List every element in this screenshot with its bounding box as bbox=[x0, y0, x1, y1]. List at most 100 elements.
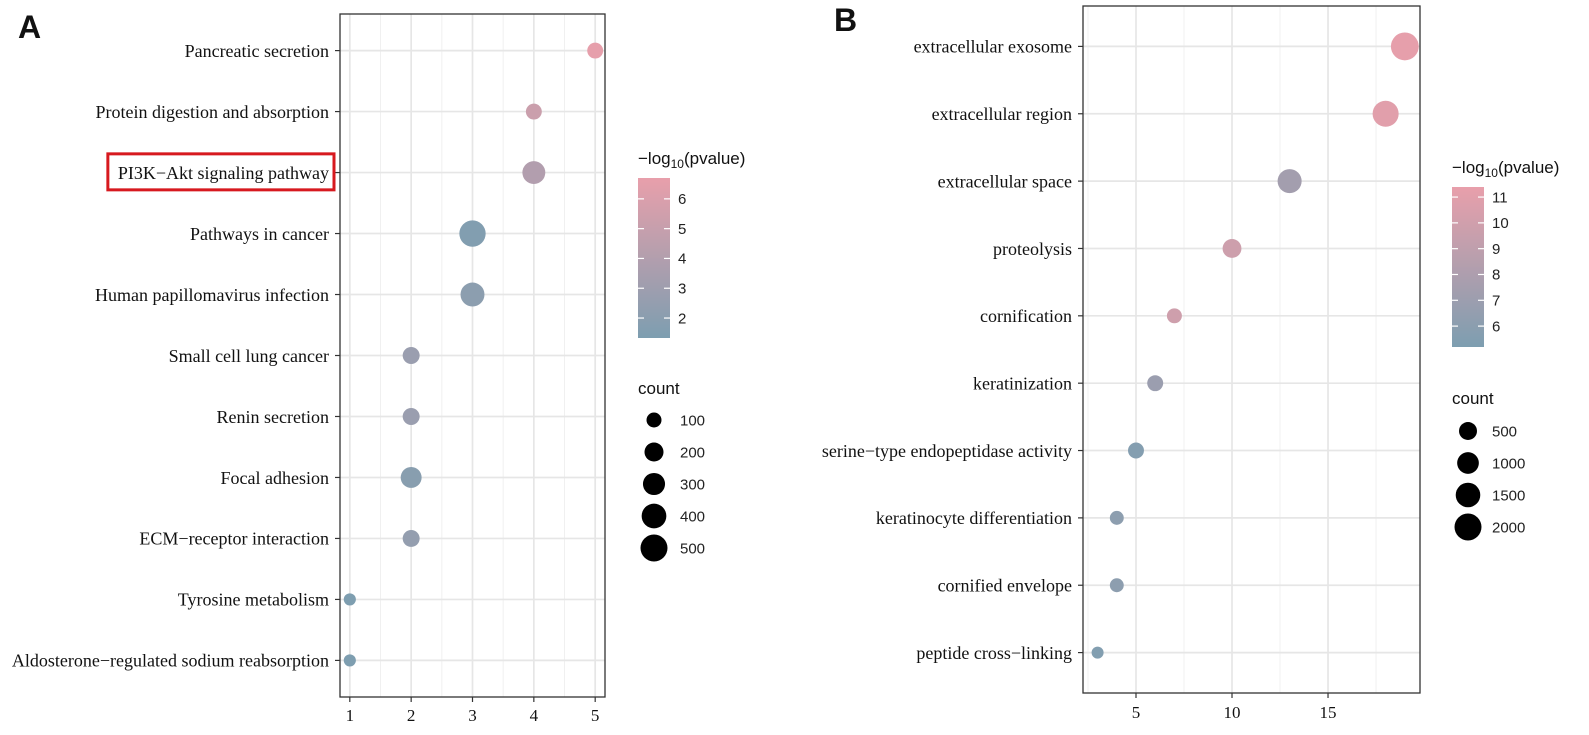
colorbar-segment bbox=[638, 324, 670, 325]
panel-label: B bbox=[834, 2, 857, 38]
colorbar-segment bbox=[1452, 318, 1484, 319]
colorbar-segment bbox=[1452, 331, 1484, 332]
point-peptide-cross-linking bbox=[1091, 646, 1104, 659]
colorbar-segment bbox=[1452, 273, 1484, 274]
colorbar-segment bbox=[638, 299, 670, 300]
colorbar-tick-label: 9 bbox=[1492, 241, 1500, 258]
colorbar-segment bbox=[1452, 338, 1484, 339]
colorbar-segment bbox=[638, 178, 670, 179]
colorbar-segment bbox=[1452, 260, 1484, 261]
category-label: Small cell lung cancer bbox=[169, 346, 329, 366]
colorbar-segment bbox=[638, 227, 670, 228]
colorbar-segment bbox=[1452, 277, 1484, 278]
colorbar-segment bbox=[638, 295, 670, 296]
colorbar-segment bbox=[638, 337, 670, 338]
category-label: serine−type endopeptidase activity bbox=[822, 441, 1072, 461]
colorbar-segment bbox=[638, 285, 670, 286]
chart-panel-a: A Pancreatic secretion Protein digestion a… bbox=[12, 9, 745, 725]
colorbar-segment bbox=[638, 201, 670, 202]
colorbar-segment bbox=[638, 259, 670, 260]
colorbar-segment bbox=[1452, 244, 1484, 245]
colorbar-segment bbox=[1452, 310, 1484, 311]
size-legend-key bbox=[1459, 422, 1477, 440]
category-label: ECM−receptor interaction bbox=[139, 529, 329, 549]
colorbar-segment bbox=[1452, 297, 1484, 298]
colorbar-segment bbox=[638, 287, 670, 288]
colorbar-segment bbox=[1452, 218, 1484, 219]
colorbar-segment bbox=[638, 327, 670, 328]
colorbar-segment bbox=[1452, 323, 1484, 324]
colorbar-segment bbox=[638, 298, 670, 299]
category-label: keratinization bbox=[973, 373, 1072, 393]
panel-label: A bbox=[18, 9, 41, 45]
colorbar-segment bbox=[1452, 226, 1484, 227]
colorbar-segment bbox=[638, 220, 670, 221]
point-serine-type-endopeptidase-activity bbox=[1128, 442, 1144, 459]
colorbar-segment bbox=[1452, 193, 1484, 194]
colorbar-segment bbox=[1452, 203, 1484, 204]
colorbar-segment bbox=[638, 336, 670, 337]
size-legend-key bbox=[646, 412, 662, 428]
point-tyrosine-metabolism bbox=[343, 593, 356, 606]
colorbar-segment bbox=[1452, 304, 1484, 305]
colorbar-segment bbox=[1452, 191, 1484, 192]
category-label: Protein digestion and absorption bbox=[96, 102, 329, 122]
colorbar-segment bbox=[638, 209, 670, 210]
colorbar-segment bbox=[1452, 237, 1484, 238]
colorbar-segment bbox=[1452, 319, 1484, 320]
colorbar-segment bbox=[638, 322, 670, 323]
colorbar-segment bbox=[638, 275, 670, 276]
x-tick-label: 5 bbox=[1132, 703, 1141, 722]
point-pi3k-akt-signaling-pathway bbox=[522, 161, 546, 185]
colorbar-tick-label: 10 bbox=[1492, 215, 1509, 232]
colorbar-segment bbox=[1452, 250, 1484, 251]
colorbar-segment bbox=[1452, 255, 1484, 256]
colorbar-segment bbox=[638, 186, 670, 187]
colorbar-segment bbox=[1452, 322, 1484, 323]
colorbar-segment bbox=[638, 276, 670, 277]
size-legend-key bbox=[1455, 482, 1481, 508]
colorbar-segment bbox=[638, 264, 670, 265]
colorbar-segment bbox=[638, 208, 670, 209]
colorbar-segment bbox=[1452, 289, 1484, 290]
colorbar-segment bbox=[638, 332, 670, 333]
point-extracellular-region bbox=[1372, 100, 1399, 127]
color-legend-title: −log10(pvalue) bbox=[638, 149, 745, 171]
colorbar-segment bbox=[638, 203, 670, 204]
colorbar-segment bbox=[638, 251, 670, 252]
y-axis: Pancreatic secretion Protein digestion an… bbox=[12, 41, 340, 671]
colorbar-segment bbox=[1452, 243, 1484, 244]
colorbar-segment bbox=[638, 198, 670, 199]
point-renin-secretion bbox=[402, 407, 420, 425]
colorbar-segment bbox=[638, 192, 670, 193]
colorbar-segment bbox=[1452, 325, 1484, 326]
colorbar-segment bbox=[1452, 207, 1484, 208]
colorbar-segment bbox=[638, 211, 670, 212]
colorbar-segment bbox=[1452, 213, 1484, 214]
colorbar-segment bbox=[1452, 206, 1484, 207]
colorbar-segment bbox=[638, 286, 670, 287]
colorbar-segment bbox=[1452, 299, 1484, 300]
size-legend-label: 300 bbox=[680, 476, 705, 493]
size-legend-label: 500 bbox=[680, 540, 705, 557]
color-legend-title: −log10(pvalue) bbox=[1452, 158, 1559, 180]
colorbar-segment bbox=[1452, 256, 1484, 257]
colorbar-segment bbox=[1452, 233, 1484, 234]
size-legend-title: count bbox=[638, 379, 680, 398]
colorbar-segment bbox=[1452, 220, 1484, 221]
colorbar-tick-label: 6 bbox=[678, 191, 686, 208]
colorbar-segment bbox=[1452, 320, 1484, 321]
colorbar-segment bbox=[638, 249, 670, 250]
colorbar-segment bbox=[1452, 190, 1484, 191]
point-proteolysis bbox=[1222, 239, 1242, 258]
point-keratinization bbox=[1147, 375, 1164, 392]
colorbar-segment bbox=[638, 243, 670, 244]
colorbar-segment bbox=[1452, 344, 1484, 345]
colorbar-segment bbox=[638, 328, 670, 329]
colorbar-segment bbox=[1452, 292, 1484, 293]
x-tick-label: 15 bbox=[1320, 703, 1337, 722]
colorbar-segment bbox=[1452, 215, 1484, 216]
colorbar-segment bbox=[1452, 345, 1484, 346]
